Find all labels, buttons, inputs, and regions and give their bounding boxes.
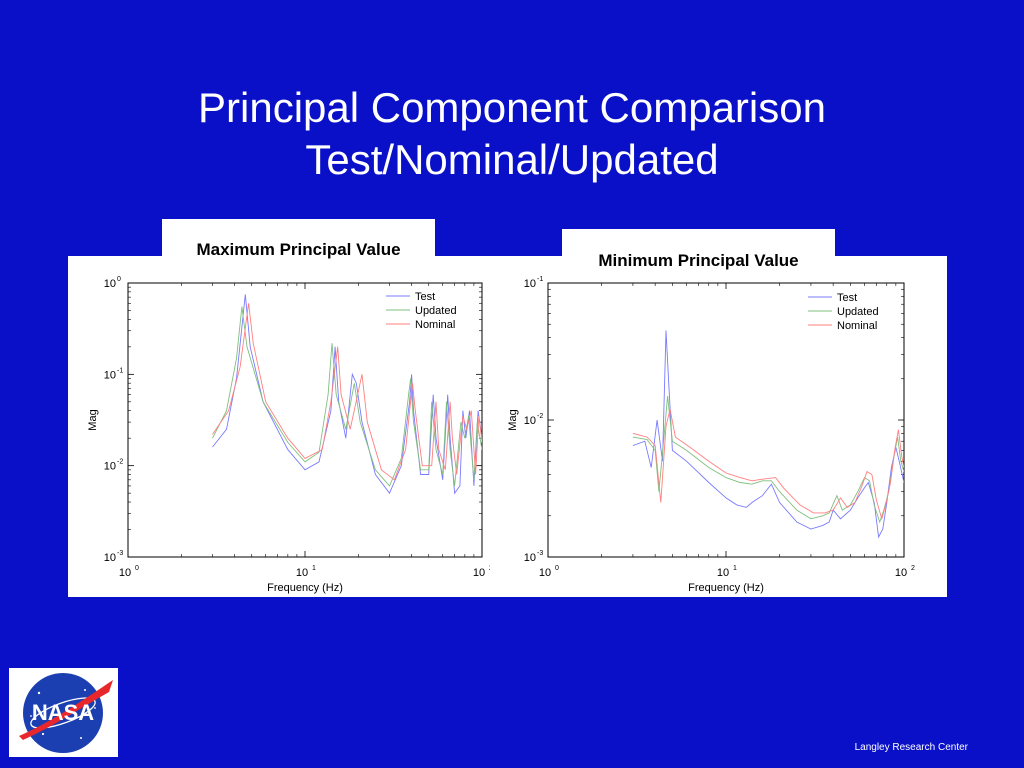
x-tick-exponent: 0 — [555, 565, 559, 572]
y-tick-label: 10 — [104, 278, 116, 290]
series-group — [212, 294, 482, 495]
y-tick-exponent: -3 — [537, 550, 543, 557]
x-tick-exponent: 1 — [312, 565, 316, 572]
min-chart-title-box: Minimum Principal Value — [562, 229, 835, 273]
series-group — [632, 330, 904, 539]
x-axis-label: Frequency (Hz) — [267, 582, 343, 594]
x-tick-label: 10 — [895, 567, 907, 579]
legend-label-nominal: Nominal — [837, 320, 877, 332]
series-line-updated — [632, 395, 904, 524]
y-tick-exponent: -1 — [117, 367, 123, 374]
slide-title-line-1: Principal Component Comparison — [198, 84, 826, 131]
x-tick-label: 10 — [473, 567, 485, 579]
series-line-test — [632, 330, 904, 539]
y-tick-label: 10 — [104, 552, 116, 564]
legend-label-test: Test — [415, 291, 435, 303]
y-tick-exponent: -2 — [537, 413, 543, 420]
legend-label-nominal: Nominal — [415, 319, 455, 331]
nasa-logo-text: NASA — [32, 700, 94, 725]
y-tick-exponent: 0 — [117, 276, 121, 283]
y-tick-exponent: -1 — [537, 276, 543, 283]
min-chart-title: Minimum Principal Value — [598, 251, 799, 270]
max-chart-title-box: Maximum Principal Value — [162, 219, 435, 263]
x-tick-label: 10 — [717, 567, 729, 579]
legend-label-updated: Updated — [415, 305, 457, 317]
y-tick-exponent: -2 — [117, 459, 123, 466]
y-tick-label: 10 — [104, 461, 116, 473]
y-tick-label: 10 — [524, 415, 536, 427]
y-axis-label: Mag — [87, 409, 99, 430]
series-line-nominal — [212, 303, 482, 481]
series-line-updated — [212, 306, 482, 487]
y-axis-label: Mag — [507, 409, 519, 430]
min-chart-panel: 10 0 10 1 10 2 10 -1 10 -2 10 -3 Frequency (Hz) Mag Te… — [490, 256, 947, 597]
x-axis-label: Frequency (Hz) — [688, 582, 764, 594]
x-tick-label: 10 — [296, 567, 308, 579]
x-tick-exponent: 2 — [911, 565, 915, 572]
x-tick-exponent: 0 — [135, 565, 139, 572]
x-tick-exponent: 1 — [733, 565, 737, 572]
y-tick-label: 10 — [524, 552, 536, 564]
series-line-nominal — [632, 409, 904, 521]
legend-label-updated: Updated — [837, 306, 879, 318]
slide-title-line-2: Test/Nominal/Updated — [305, 136, 719, 183]
x-tick-label: 10 — [539, 567, 551, 579]
y-tick-label: 10 — [104, 369, 116, 381]
max-chart-title: Maximum Principal Value — [196, 240, 401, 259]
slide-title: Principal Component Comparison Test/Nomi… — [0, 82, 1024, 186]
footer-label: Langley Research Center — [854, 742, 968, 753]
series-line-test — [212, 294, 482, 495]
y-tick-exponent: -3 — [117, 550, 123, 557]
y-tick-label: 10 — [524, 278, 536, 290]
x-tick-label: 10 — [119, 567, 131, 579]
nasa-logo: NASA — [9, 668, 118, 757]
legend-label-test: Test — [837, 292, 857, 304]
